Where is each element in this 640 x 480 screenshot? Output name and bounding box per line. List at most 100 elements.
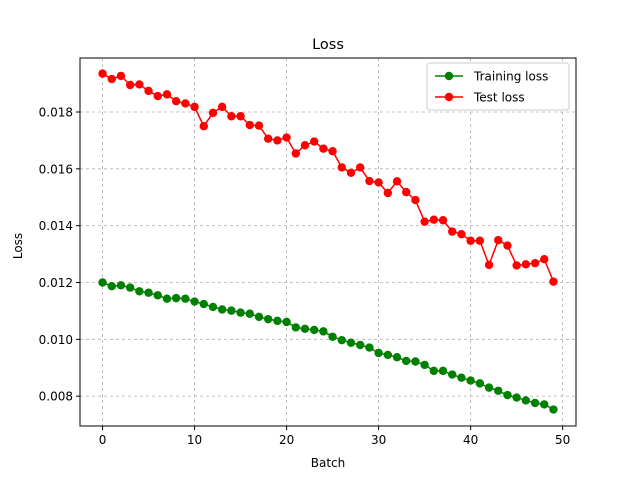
data-point-test-loss [540, 254, 549, 264]
data-point-test-loss [144, 86, 153, 96]
data-point-test-loss [217, 102, 227, 112]
data-point-training-loss [494, 386, 503, 395]
data-point-training-loss [457, 373, 466, 382]
data-point-training-loss [135, 287, 144, 296]
data-point-test-loss [392, 177, 402, 186]
data-point-training-loss [438, 366, 448, 376]
data-point-training-loss [116, 281, 126, 290]
series-layer [98, 69, 558, 414]
legend-marker [444, 92, 454, 102]
data-point-test-loss [125, 80, 135, 90]
legend-item: Test loss [435, 91, 525, 105]
x-axis-label: Batch [311, 456, 346, 470]
data-point-test-loss [429, 215, 439, 224]
data-point-training-loss [411, 357, 420, 366]
x-tick-label: 40 [463, 433, 478, 447]
data-point-test-loss [337, 163, 347, 172]
data-point-test-loss [135, 80, 144, 89]
data-point-test-loss [328, 147, 337, 156]
data-point-training-loss [540, 400, 549, 409]
data-point-training-loss [503, 390, 512, 400]
x-tick-label: 50 [555, 433, 570, 447]
data-point-test-loss [171, 96, 181, 106]
y-tick-label: 0.014 [39, 219, 73, 233]
data-point-test-loss [263, 134, 273, 143]
data-point-test-loss [484, 260, 494, 270]
data-point-training-loss [217, 305, 227, 314]
data-point-training-loss [282, 317, 291, 327]
data-point-training-loss [337, 335, 347, 345]
data-point-training-loss [162, 294, 172, 303]
y-tick-label: 0.008 [39, 390, 73, 404]
data-point-test-loss [190, 102, 199, 112]
data-point-training-loss [466, 376, 475, 385]
data-point-test-loss [98, 69, 107, 78]
data-point-test-loss [420, 217, 429, 226]
data-point-training-loss [199, 299, 208, 309]
data-point-test-loss [503, 241, 512, 250]
data-point-training-loss [236, 308, 245, 317]
data-point-training-loss [475, 379, 485, 388]
y-tick-label: 0.018 [39, 105, 73, 119]
data-point-test-loss [346, 168, 356, 178]
data-point-test-loss [549, 277, 558, 286]
data-point-test-loss [162, 90, 172, 99]
legend-label: Training loss [473, 70, 548, 84]
data-point-training-loss [245, 309, 254, 318]
data-point-training-loss [392, 353, 402, 362]
data-point-test-loss [254, 121, 264, 130]
data-point-training-loss [291, 323, 300, 332]
data-point-training-loss [309, 325, 319, 335]
data-point-test-loss [199, 122, 208, 131]
data-point-test-loss [374, 178, 383, 187]
data-point-training-loss [365, 343, 374, 352]
data-point-test-loss [236, 112, 245, 121]
data-point-training-loss [328, 332, 337, 341]
data-point-test-loss [457, 229, 466, 239]
x-tick-label: 0 [99, 433, 107, 447]
series-training-loss [98, 278, 558, 414]
y-tick-label: 0.012 [39, 276, 73, 290]
data-point-test-loss [448, 227, 457, 236]
data-point-test-loss [494, 235, 503, 245]
data-point-training-loss [319, 327, 328, 336]
data-point-test-loss [153, 91, 162, 101]
data-point-test-loss [319, 144, 328, 153]
data-point-training-loss [383, 350, 393, 360]
data-point-test-loss [521, 260, 531, 269]
data-point-training-loss [190, 297, 199, 306]
legend: Training loss Test loss [426, 62, 570, 111]
data-point-training-loss [144, 288, 153, 297]
data-point-training-loss [420, 360, 429, 370]
data-point-training-loss [181, 294, 190, 303]
data-point-test-loss [245, 120, 254, 130]
data-point-test-loss [116, 71, 126, 81]
data-point-test-loss [402, 187, 411, 197]
data-point-test-loss [530, 258, 540, 268]
data-point-training-loss [429, 366, 439, 376]
data-point-training-loss [263, 314, 273, 324]
series-test-loss [98, 69, 558, 286]
data-point-test-loss [208, 108, 218, 118]
grid [80, 58, 576, 426]
y-axis-label: Loss [11, 233, 25, 259]
data-point-training-loss [356, 340, 365, 350]
y-tick-label: 0.016 [39, 162, 73, 176]
data-point-training-loss [521, 396, 531, 405]
legend-marker [444, 71, 454, 81]
data-point-test-loss [466, 236, 475, 245]
data-point-training-loss [153, 291, 162, 300]
data-point-training-loss [107, 281, 116, 291]
legend-item: Training loss [435, 70, 548, 84]
x-tick-label: 10 [187, 433, 202, 447]
data-point-test-loss [273, 136, 282, 145]
data-point-training-loss [374, 348, 383, 358]
data-point-training-loss [512, 393, 521, 402]
data-point-test-loss [181, 99, 190, 108]
data-point-test-loss [356, 163, 365, 172]
data-point-test-loss [383, 188, 393, 198]
plot-frame [79, 57, 577, 427]
data-point-test-loss [291, 149, 300, 158]
data-point-training-loss [208, 302, 218, 312]
